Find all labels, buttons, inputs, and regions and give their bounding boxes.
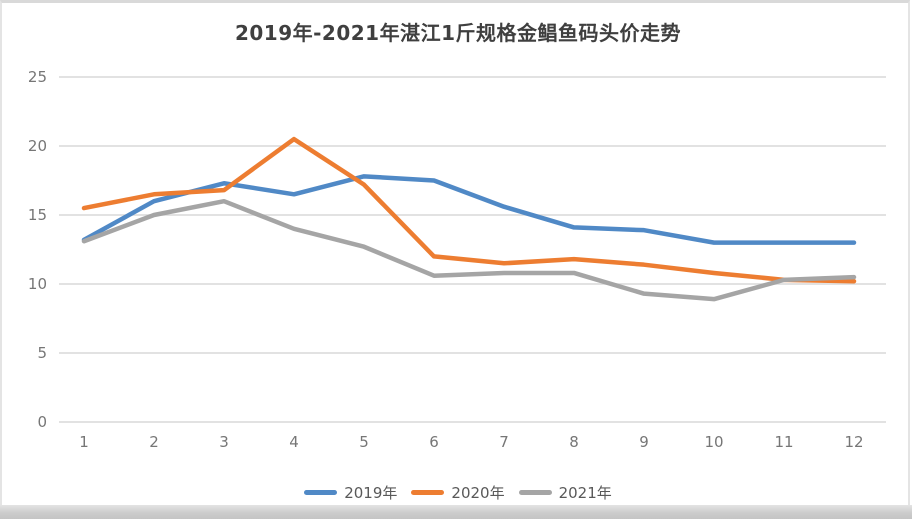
x-tick-label: 2 bbox=[149, 433, 159, 451]
legend-line-swatch bbox=[304, 489, 338, 495]
legend-label: 2020年 bbox=[451, 483, 505, 502]
series-line-2020年 bbox=[81, 136, 857, 284]
legend-line-swatch bbox=[411, 489, 445, 495]
x-tick-label: 6 bbox=[429, 433, 439, 451]
y-tick-label: 15 bbox=[28, 206, 47, 224]
chart-title: 2019年-2021年湛江1斤规格金鲳鱼码头价走势 bbox=[234, 21, 682, 45]
series-line-2019年 bbox=[81, 174, 857, 245]
y-tick-label: 20 bbox=[28, 137, 47, 155]
y-tick-label: 25 bbox=[28, 68, 47, 86]
chart-legend: 2019年 2020年 2021年 bbox=[2, 481, 912, 503]
x-tick-label: 3 bbox=[219, 433, 229, 451]
legend-item-2019年: 2019年 bbox=[304, 482, 397, 503]
series-line-2021年 bbox=[81, 198, 857, 302]
y-tick-label: 5 bbox=[37, 344, 47, 362]
x-tick-label: 8 bbox=[569, 433, 579, 451]
x-tick-label: 1 bbox=[79, 433, 89, 451]
legend-label: 2019年 bbox=[344, 483, 398, 502]
legend-line-swatch bbox=[518, 489, 552, 495]
x-tick-label: 10 bbox=[704, 433, 723, 451]
y-tick-label: 10 bbox=[28, 275, 47, 293]
x-tick-label: 11 bbox=[774, 433, 793, 451]
x-tick-label: 7 bbox=[499, 433, 509, 451]
legend-label: 2021年 bbox=[558, 483, 612, 502]
x-tick-label: 9 bbox=[639, 433, 649, 451]
legend-item-2020年: 2020年 bbox=[411, 482, 505, 503]
x-tick-label: 12 bbox=[844, 433, 863, 451]
bottom-shadow bbox=[0, 505, 912, 519]
legend-item-2021年: 2021年 bbox=[518, 482, 612, 503]
x-tick-label: 4 bbox=[289, 433, 299, 451]
y-tick-label: 0 bbox=[37, 413, 47, 431]
chart-card: 2019年-2021年湛江1斤规格金鲳鱼码头价走势 0 5 10 15 20 25 1 2 3 4… bbox=[0, 0, 910, 506]
x-tick-label: 5 bbox=[359, 433, 369, 451]
